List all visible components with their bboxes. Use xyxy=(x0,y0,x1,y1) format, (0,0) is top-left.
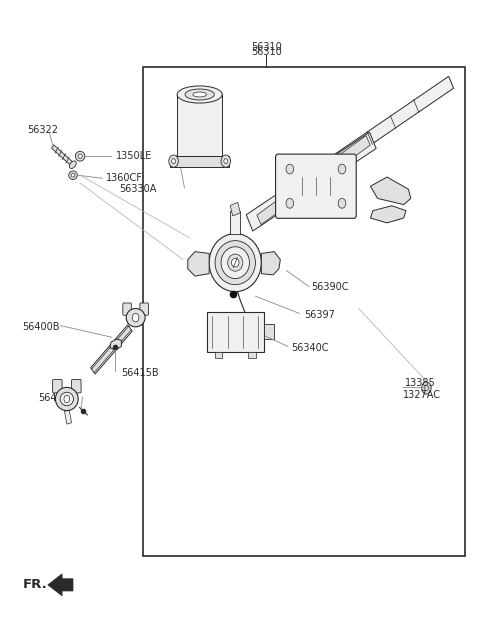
Ellipse shape xyxy=(228,254,243,271)
Polygon shape xyxy=(371,206,406,223)
FancyBboxPatch shape xyxy=(53,379,62,393)
Bar xyxy=(143,67,466,556)
Polygon shape xyxy=(48,574,73,596)
Ellipse shape xyxy=(75,151,85,161)
Text: 56330A: 56330A xyxy=(119,184,156,194)
Text: 56400B: 56400B xyxy=(22,322,59,332)
FancyBboxPatch shape xyxy=(72,379,81,393)
Circle shape xyxy=(338,164,346,174)
Circle shape xyxy=(224,159,228,164)
Text: FR.: FR. xyxy=(23,578,48,591)
Polygon shape xyxy=(64,410,72,424)
Polygon shape xyxy=(333,77,454,168)
Text: 56415C: 56415C xyxy=(38,394,76,404)
Bar xyxy=(207,312,264,352)
Circle shape xyxy=(132,313,139,322)
Polygon shape xyxy=(92,326,131,373)
FancyBboxPatch shape xyxy=(123,303,132,315)
Circle shape xyxy=(286,199,294,208)
Circle shape xyxy=(338,199,346,208)
Circle shape xyxy=(424,386,428,391)
Bar xyxy=(170,155,229,167)
Ellipse shape xyxy=(177,86,222,103)
Circle shape xyxy=(169,155,179,167)
Text: 56310: 56310 xyxy=(251,42,281,52)
Text: 1327AC: 1327AC xyxy=(403,391,441,400)
Ellipse shape xyxy=(70,161,76,168)
Polygon shape xyxy=(91,325,132,374)
Text: 13385: 13385 xyxy=(405,378,436,388)
Polygon shape xyxy=(246,132,376,231)
Polygon shape xyxy=(188,252,209,276)
Polygon shape xyxy=(230,202,240,216)
Text: 56390C: 56390C xyxy=(311,282,348,292)
Ellipse shape xyxy=(78,154,82,159)
Polygon shape xyxy=(52,145,74,167)
Bar xyxy=(264,325,274,339)
Bar xyxy=(215,352,222,358)
Bar xyxy=(177,94,222,155)
Text: 56340C: 56340C xyxy=(291,343,329,354)
Circle shape xyxy=(172,159,176,164)
Circle shape xyxy=(221,155,230,167)
Ellipse shape xyxy=(185,89,215,100)
Polygon shape xyxy=(371,177,411,205)
Polygon shape xyxy=(230,210,240,234)
Ellipse shape xyxy=(215,241,255,284)
Ellipse shape xyxy=(69,171,77,180)
Ellipse shape xyxy=(231,259,239,267)
Ellipse shape xyxy=(177,147,222,164)
FancyBboxPatch shape xyxy=(140,303,148,315)
Ellipse shape xyxy=(193,92,206,97)
Text: 56397: 56397 xyxy=(304,310,335,320)
Ellipse shape xyxy=(60,392,73,406)
Ellipse shape xyxy=(71,173,75,177)
Text: 1350LE: 1350LE xyxy=(116,151,152,161)
Polygon shape xyxy=(257,136,370,225)
Ellipse shape xyxy=(56,387,78,410)
Text: 56415B: 56415B xyxy=(121,368,159,378)
Polygon shape xyxy=(110,339,121,350)
Ellipse shape xyxy=(209,234,261,292)
Ellipse shape xyxy=(221,247,250,278)
Text: 56310: 56310 xyxy=(251,47,281,57)
FancyBboxPatch shape xyxy=(276,154,356,218)
Polygon shape xyxy=(261,252,280,275)
Bar xyxy=(248,352,256,358)
Circle shape xyxy=(286,164,294,174)
Text: 1360CF: 1360CF xyxy=(106,173,143,183)
Circle shape xyxy=(64,395,70,403)
Circle shape xyxy=(422,382,431,394)
Ellipse shape xyxy=(126,308,145,327)
Text: 56322: 56322 xyxy=(27,125,59,135)
